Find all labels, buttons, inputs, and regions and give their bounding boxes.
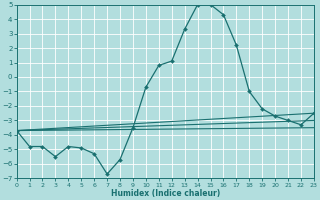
X-axis label: Humidex (Indice chaleur): Humidex (Indice chaleur)	[111, 189, 220, 198]
